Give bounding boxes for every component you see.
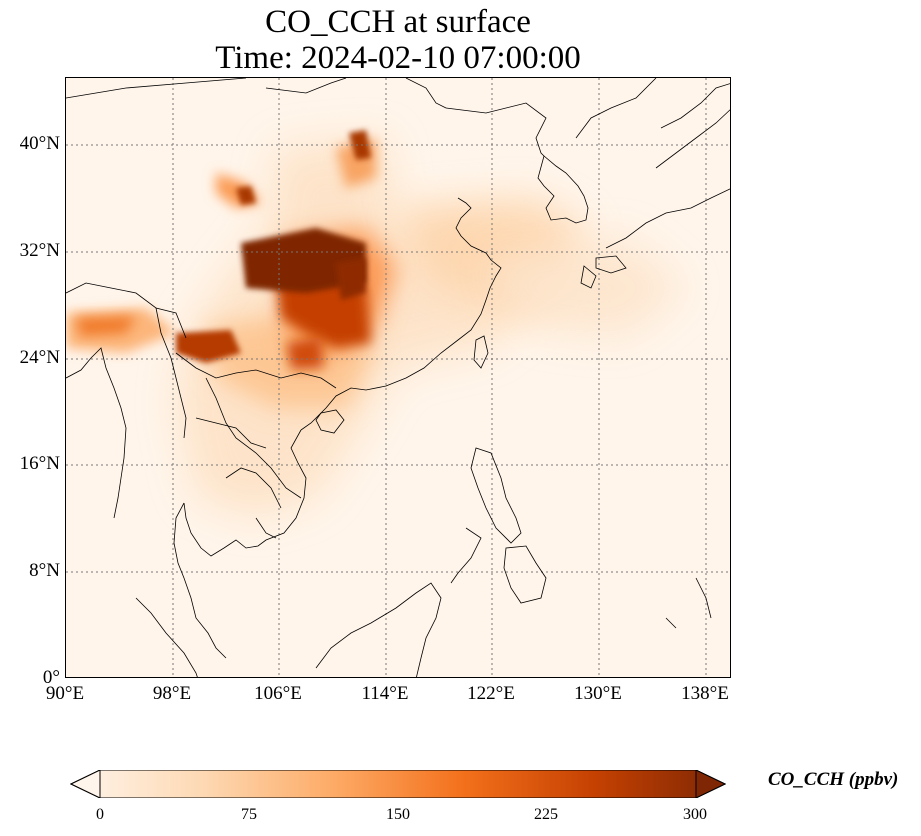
- colorbar-label: CO_CCH (ppbv): [768, 769, 899, 790]
- colorbar-tick-75: 75: [241, 806, 257, 823]
- map-panel[interactable]: [65, 77, 731, 678]
- lat-label-0: 0°: [42, 667, 60, 688]
- lon-label-122e: 122°E: [467, 683, 515, 704]
- lon-label-130e: 130°E: [574, 683, 622, 704]
- lat-label-24n: 24°N: [19, 347, 60, 368]
- lon-label-90e: 90°E: [45, 683, 85, 704]
- lon-label-98e: 98°E: [152, 683, 192, 704]
- lat-label-40n: 40°N: [19, 133, 60, 154]
- lon-label-138e: 138°E: [681, 683, 729, 704]
- coastlines: [66, 78, 730, 677]
- colorbar-graphic: [69, 769, 727, 799]
- map-canvas: [66, 78, 730, 677]
- lon-label-114e: 114°E: [361, 683, 409, 704]
- concentration-background: [66, 78, 730, 677]
- title-line-1: CO_CCH at surface: [265, 4, 531, 40]
- colorbar: [69, 769, 727, 799]
- lat-label-8n: 8°N: [29, 560, 60, 581]
- lon-label-106e: 106°E: [254, 683, 302, 704]
- title-line-2: Time: 2024-02-10 07:00:00: [215, 40, 581, 76]
- map-gridlines: [66, 78, 730, 677]
- concentration-field: [66, 130, 686, 518]
- colorbar-tick-0: 0: [96, 806, 104, 823]
- colorbar-tick-150: 150: [386, 806, 410, 823]
- colorbar-tick-225: 225: [534, 806, 558, 823]
- colorbar-tick-300: 300: [683, 806, 707, 823]
- lat-label-32n: 32°N: [19, 240, 60, 261]
- lat-label-16n: 16°N: [19, 453, 60, 474]
- map-title: CO_CCH at surface Time: 2024-02-10 07:00…: [65, 4, 731, 76]
